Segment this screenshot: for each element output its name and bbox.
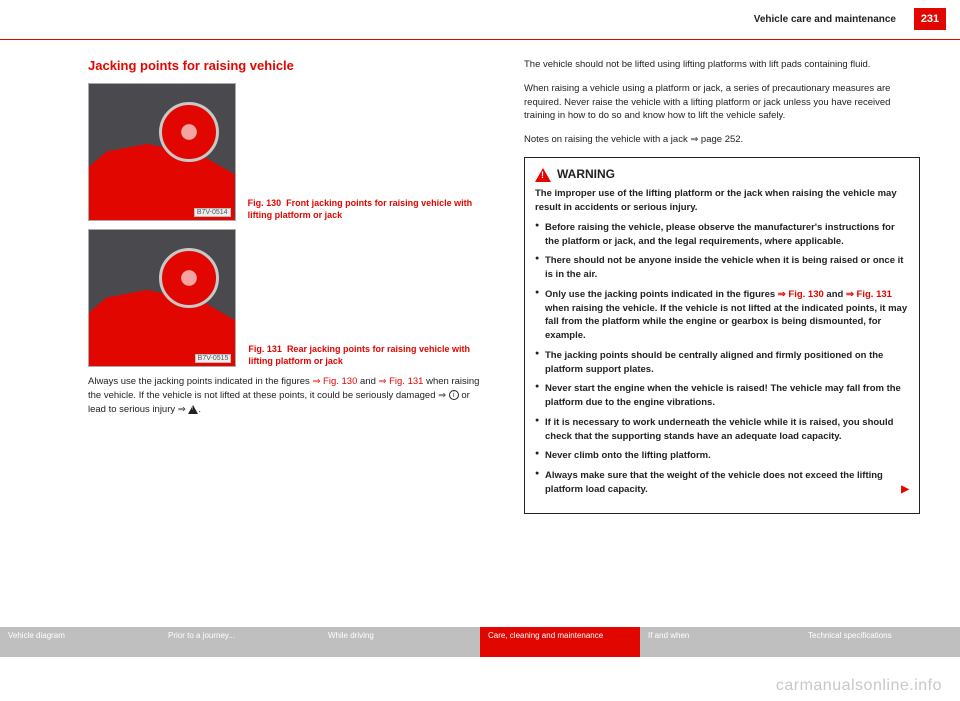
right-p1: The vehicle should not be lifted using l… xyxy=(524,58,920,72)
page-header: Vehicle care and maintenance 231 xyxy=(0,0,960,40)
txt: and xyxy=(824,289,846,300)
left-paragraph-1: Always use the jacking points indicated … xyxy=(88,375,484,416)
warning-intro: The improper use of the lifting platform… xyxy=(535,187,909,215)
txt: Always use the jacking points indicated … xyxy=(88,376,312,387)
figure-131-image: B7V-0515 xyxy=(88,229,236,367)
figure-130-row: B7V-0514 Fig. 130 Front jacking points f… xyxy=(88,83,484,221)
warn-item-8: Always make sure that the weight of the … xyxy=(535,469,909,497)
warning-title: WARNING xyxy=(557,166,615,183)
figure-130-text: Front jacking points for raising vehicle… xyxy=(248,198,473,220)
ref-fig130: ⇒ Fig. 130 xyxy=(778,289,824,300)
figure-131-text: Rear jacking points for raising vehicle … xyxy=(248,344,470,366)
warn-item-2: There should not be anyone inside the ve… xyxy=(535,254,909,282)
figure-130-code: B7V-0514 xyxy=(194,208,231,217)
txt: and xyxy=(357,376,378,387)
ref-fig130: ⇒ Fig. 130 xyxy=(312,376,357,387)
section-heading: Jacking points for raising vehicle xyxy=(88,58,484,73)
page-number-badge: 231 xyxy=(914,8,946,30)
footer-tab-3: While driving xyxy=(320,627,480,657)
right-p2: When raising a vehicle using a platform … xyxy=(524,82,920,123)
warn-item-4: The jacking points should be centrally a… xyxy=(535,349,909,377)
figure-131-code: B7V-0515 xyxy=(195,354,232,363)
watermark-text: carmanualsonline.info xyxy=(776,677,942,695)
footer-tab-6: Technical specifications xyxy=(800,627,960,657)
figure-130-caption: Fig. 130 Front jacking points for raisin… xyxy=(248,197,484,221)
figure-131-caption: Fig. 131 Rear jacking points for raising… xyxy=(248,343,484,367)
footer-tabs: Vehicle diagram Prior to a journey... Wh… xyxy=(0,627,960,657)
warning-box: WARNING The improper use of the lifting … xyxy=(524,157,920,514)
page-root: Vehicle care and maintenance 231 Jacking… xyxy=(0,0,960,701)
right-p3: Notes on raising the vehicle with a jack… xyxy=(524,133,920,147)
warning-triangle-icon xyxy=(535,168,551,182)
right-column: The vehicle should not be lifted using l… xyxy=(524,58,920,514)
figure-130-number: Fig. 130 xyxy=(248,198,282,208)
figure-130-image: B7V-0514 xyxy=(88,83,236,221)
warn-item-6: If it is necessary to work underneath th… xyxy=(535,416,909,444)
footer-tab-1: Vehicle diagram xyxy=(0,627,160,657)
warning-list: Before raising the vehicle, please obser… xyxy=(535,221,909,497)
txt: Always make sure that the weight of the … xyxy=(545,470,883,495)
header-section-title: Vehicle care and maintenance xyxy=(754,14,896,25)
ref-fig131: ⇒ Fig. 131 xyxy=(379,376,424,387)
info-icon: i xyxy=(449,390,459,400)
warning-heading: WARNING xyxy=(535,166,909,183)
footer-tab-4: Care, cleaning and maintenance xyxy=(480,627,640,657)
warn-item-1: Before raising the vehicle, please obser… xyxy=(535,221,909,249)
continue-arrow-icon: ▶ xyxy=(901,483,909,498)
ref-fig131: ⇒ Fig. 131 xyxy=(846,289,892,300)
content-columns: Jacking points for raising vehicle B7V-0… xyxy=(0,40,960,514)
warn-item-5: Never start the engine when the vehicle … xyxy=(535,382,909,410)
left-column: Jacking points for raising vehicle B7V-0… xyxy=(88,58,484,514)
footer-tab-2: Prior to a journey... xyxy=(160,627,320,657)
warn-item-7: Never climb onto the lifting platform. xyxy=(535,449,909,463)
warn-item-3: Only use the jacking points indicated in… xyxy=(535,288,909,343)
warning-icon xyxy=(188,405,198,414)
txt: when raising the vehicle. If the vehicle… xyxy=(545,303,907,342)
footer-tab-5: If and when xyxy=(640,627,800,657)
figure-131-row: B7V-0515 Fig. 131 Rear jacking points fo… xyxy=(88,229,484,367)
txt: Only use the jacking points indicated in… xyxy=(545,289,778,300)
figure-131-number: Fig. 131 xyxy=(248,344,282,354)
